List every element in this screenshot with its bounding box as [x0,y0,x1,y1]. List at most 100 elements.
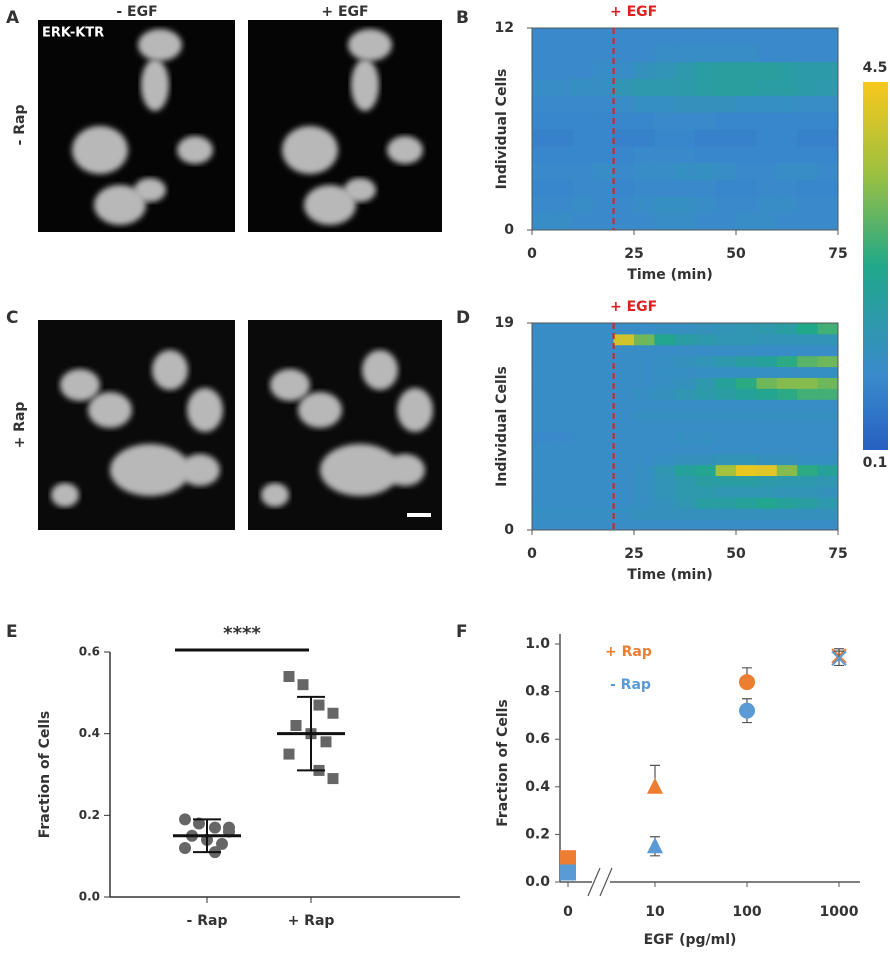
heat-cell [634,464,655,477]
heat-cell [674,388,696,400]
heat-cell [532,179,553,197]
annotation: + EGF [610,4,657,20]
heat-cell [552,28,574,46]
heat-cell [695,486,717,498]
heat-cell [613,355,635,368]
y-axis-label: Individual Cells [494,366,510,487]
heat-cell [797,431,819,444]
heat-cell [817,475,839,487]
heat-cell [817,78,839,96]
heat-cell [756,519,778,531]
heat-cell [552,377,574,389]
heat-cell [776,377,798,389]
heat-cell [654,129,676,147]
heat-cell [552,366,574,378]
heat-cell [776,366,798,378]
y-tick-label: 0.2 [525,826,550,842]
heat-cell [776,421,798,433]
heat-cell [736,431,757,444]
heat-cell [695,453,717,466]
heat-cell [613,145,635,164]
heat-cell [736,179,757,197]
heat-cell [674,497,696,509]
heat-cell [654,61,676,79]
legend-entry: - Rap [610,677,651,693]
heat-cell [593,377,615,389]
heat-cell [634,179,655,197]
heat-cell [532,464,553,477]
heat-cell [756,442,778,455]
y-tick-label: 0.4 [525,779,550,795]
heat-cell [634,442,655,455]
heat-cell [552,179,574,197]
heat-cell [756,145,778,164]
heat-cell [715,421,737,433]
data-point [647,837,663,854]
heat-cell [634,475,655,487]
heat-cell [552,78,574,96]
heat-cell [593,508,615,520]
heat-cell [593,431,615,444]
heat-cell [532,399,553,411]
heat-cell [797,344,819,357]
heat-cell [654,355,676,368]
heat-cell [613,464,635,477]
heat-cell [736,453,757,466]
heat-cell [572,44,594,63]
data-point [209,821,221,834]
heat-cell [634,145,655,164]
heat-cell [572,508,594,520]
heat-cell [572,486,594,498]
heat-cell [756,28,778,46]
heat-cell [593,366,615,378]
heat-cell [572,497,594,509]
heat-cell [715,196,737,214]
heat-cell [776,442,798,455]
heat-cell [776,486,798,498]
heat-cell [817,28,839,46]
heat-cell [572,464,594,477]
heat-cell [654,464,676,477]
heat-cell [552,453,574,466]
heat-cell [613,61,635,79]
heat-cell [532,486,553,498]
y-tick-label: 0 [504,222,514,238]
heat-cell [634,366,655,378]
heat-cell [695,421,717,433]
x-axis-label: Time (min) [627,267,712,283]
heat-cell [817,323,839,335]
heat-cell [817,442,839,455]
heat-cell [695,196,717,214]
heat-cell [593,145,615,164]
heat-cell [797,355,819,368]
heat-cell [532,421,553,433]
x-tick-label: 10 [645,904,665,920]
x-tick-label: 0 [563,904,573,920]
heat-cell [797,162,819,180]
heat-cell [756,421,778,433]
heat-cell [634,497,655,509]
x-tick-label: 25 [624,246,643,262]
heat-cell [654,508,676,520]
heat-cell [817,179,839,197]
x-axis-label: EGF (pg/ml) [644,932,737,948]
data-point [290,720,302,731]
heat-cell [572,421,594,433]
x-axis-label: Time (min) [627,567,712,583]
heat-cell [654,388,676,400]
heat-cell [756,323,778,335]
heat-cell [695,78,717,96]
heat-cell [736,399,757,411]
heat-cell [756,344,778,357]
heat-cell [715,333,737,346]
heat-cell [736,61,757,79]
panel-label: F [456,622,468,642]
x-tick-label: 0 [527,246,537,262]
heat-cell [817,464,839,477]
heat-cell [797,145,819,164]
heat-cell [654,421,676,433]
heat-cell [532,44,553,63]
plot-frame [531,322,839,531]
heat-cell [593,95,615,113]
heat-cell [634,453,655,466]
